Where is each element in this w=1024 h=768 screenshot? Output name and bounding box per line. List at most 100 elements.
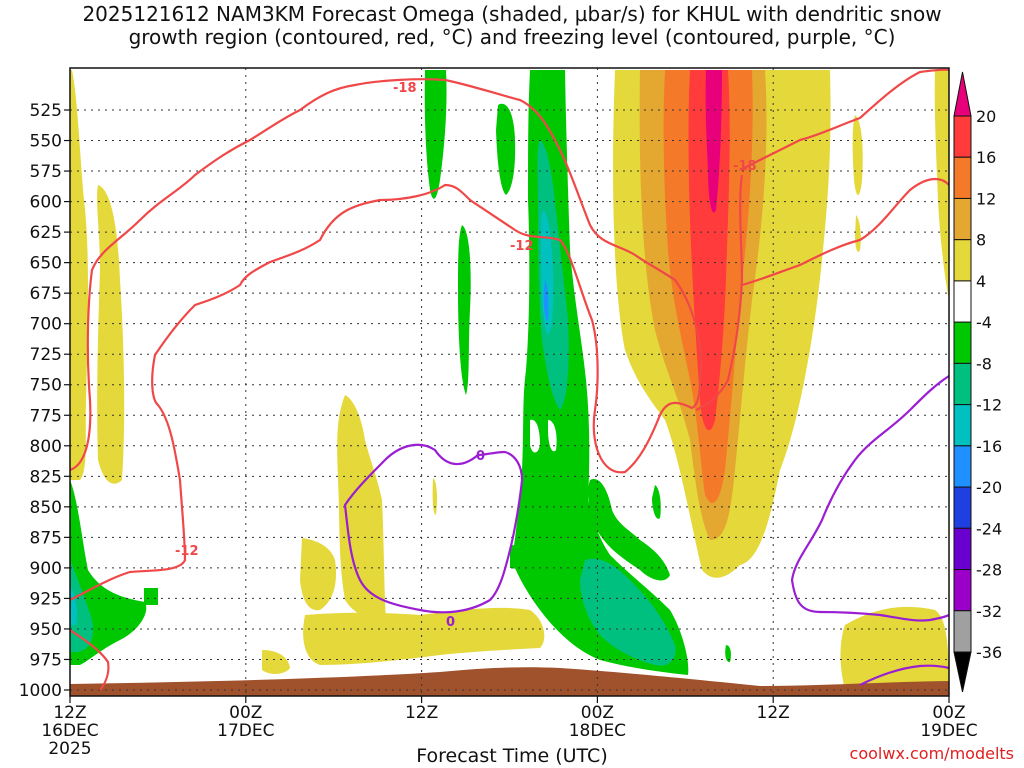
y-tick-label: 525 [30,101,62,121]
shade-green [144,588,158,605]
colorbar-label: -20 [976,478,1002,497]
colorbar-segment [953,156,972,199]
shade-white-hole [530,419,540,453]
y-tick-label: 875 [30,528,62,548]
shade-teal [580,558,676,666]
colorbar-segment [953,610,972,653]
omega-shading [70,70,949,690]
dgz-contour-line [70,629,110,691]
x-tick-label: 00Z [581,703,614,723]
shade-yellow [300,538,337,611]
shade-magenta [705,70,722,213]
shade-yellow [337,395,386,621]
y-tick-label: 900 [30,559,62,579]
colorbar-segment [953,569,972,612]
y-axis: 525 550 575 600 625 650 675 700 725 750 775 800 825 8… [19,101,70,701]
x-tick-label: 17DEC [217,721,274,741]
dgz-label: -12 [175,544,199,559]
dgz-contour-line [695,174,744,412]
colorbar-segment [953,197,972,241]
freezing-contour-line [343,443,524,614]
y-tick-label: 1000 [19,681,62,701]
colorbar-label: -4 [976,313,992,332]
colorbar-segment [953,239,972,282]
y-tick-label: 950 [30,620,62,640]
y-tick-label: 550 [30,132,62,152]
freezing-contour-line [859,664,949,686]
y-tick-label: 700 [30,315,62,335]
shade-yellow [432,478,437,515]
x-axis-title: Forecast Time (UTC) [416,745,608,767]
shade-green [652,485,661,519]
colorbar-label: 20 [976,107,996,126]
colorbar-label: 12 [976,189,996,208]
y-tick-label: 775 [30,406,62,426]
dgz-label: -18 [733,159,757,174]
colorbar-label: -24 [976,519,1002,538]
shade-yellow [934,70,949,300]
x-tick-label: 12Z [53,703,86,723]
terrain [70,667,949,696]
shade-white-hole [548,420,557,452]
colorbar-segment [953,486,972,529]
chart-title-line-1: 2025121612 NAM3KM Forecast Omega (shaded… [82,2,942,26]
colorbar-label: 4 [976,272,986,291]
colorbar-label: -28 [976,561,1002,580]
x-tick-label: 2025 [48,739,91,759]
x-tick-label: 12Z [757,703,790,723]
shade-teal [70,560,94,652]
shade-yellow [840,606,949,690]
y-tick-label: 725 [30,345,62,365]
shade-yellow [97,185,125,484]
dgz-label: -12 [510,239,534,254]
colorbar-label: -16 [976,437,1002,456]
colorbar-segment [953,280,972,323]
y-tick-label: 600 [30,193,62,213]
colorbar-segment [953,115,972,158]
shade-green [424,70,447,199]
shade-green [496,103,516,195]
plot-frame [69,67,950,697]
shade-cyan [70,585,77,625]
shade-yellow [852,115,863,195]
colorbar: 20 16 12 8 4 -4 -8 -12 -16 -20 -24 -28 -32 -36 [953,71,1002,693]
y-tick-label: 800 [30,437,62,457]
colorbar-label: 16 [976,148,996,167]
colorbar-label: -8 [976,354,992,373]
colorbar-label: -36 [976,643,1002,662]
x-tick-label: 16DEC [41,721,98,741]
x-tick-label: 12Z [405,703,438,723]
chart-title-line-2: growth region (contoured, red, °C) and f… [128,25,896,49]
shade-green [588,479,670,581]
freezing-label: 0 [446,615,455,630]
colorbar-segment [953,362,972,406]
shade-yellow [855,215,861,252]
shade-green [458,225,471,395]
freezing-label: 0 [476,449,485,464]
y-tick-label: 625 [30,223,62,243]
colorbar-segment [953,527,972,571]
x-tick-label: 00Z [229,703,262,723]
y-tick-label: 975 [30,650,62,670]
dgz-contour-line [70,78,702,601]
shade-yellow [303,607,545,665]
y-tick-label: 575 [30,162,62,182]
y-tick-label: 850 [30,498,62,518]
colorbar-top-arrow [953,71,972,117]
x-tick-label: 18DEC [569,721,626,741]
colorbar-bottom-arrow [953,651,972,693]
x-tick-label: 00Z [932,703,965,723]
shade-green [725,645,731,663]
dgz-contour-line [741,177,949,287]
colorbar-segment [953,404,972,447]
x-tick-label: 19DEC [920,721,977,741]
y-tick-label: 650 [30,254,62,274]
y-tick-label: 925 [30,589,62,609]
colorbar-label: 8 [976,231,986,250]
dgz-contours [70,68,949,691]
y-tick-label: 750 [30,376,62,396]
y-tick-label: 825 [30,467,62,487]
colorbar-label: -12 [976,396,1002,415]
